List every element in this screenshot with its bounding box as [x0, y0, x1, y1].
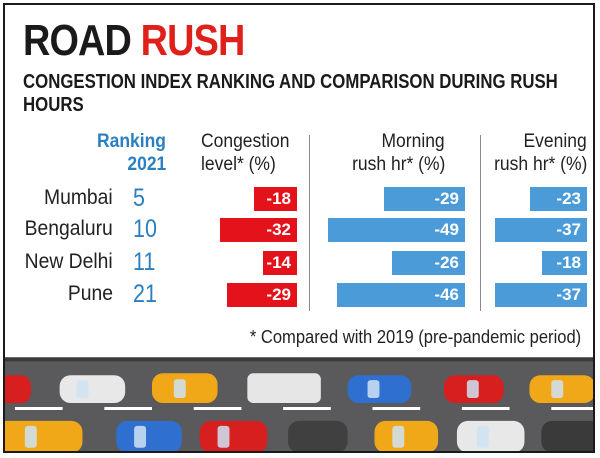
traffic-illustration	[5, 357, 593, 451]
evening-header-line2: rush hr* (%)	[493, 154, 587, 175]
van-white	[247, 373, 321, 404]
infographic-frame: ROAD RUSH CONGESTION INDEX RANKING AND C…	[3, 3, 595, 453]
footnote: * Compared with 2019 (pre-pandemic perio…	[249, 327, 581, 347]
city-label: Bengaluru	[24, 217, 113, 240]
ranking-header-line2: 2021	[127, 154, 166, 175]
congestion-bar: -32	[220, 218, 297, 242]
evening-bar: -37	[495, 283, 587, 307]
morning-header-line1: Morning	[381, 131, 445, 152]
evening-bar: -23	[529, 187, 587, 211]
congestion-bar: -14	[263, 251, 297, 275]
car-yellow	[374, 420, 439, 451]
congestion-header-line1: Congestion	[201, 131, 290, 152]
car-red	[5, 375, 31, 404]
ranking-value: 10	[133, 215, 157, 243]
road-edge	[5, 357, 593, 362]
morning-bar: -26	[392, 251, 465, 275]
evening-bar: -37	[495, 218, 587, 242]
car-white	[59, 375, 126, 404]
chart-title: ROAD RUSH	[23, 16, 246, 65]
car-blue	[116, 420, 182, 451]
congestion-header-line2: level* (%)	[201, 154, 276, 175]
morning-bar: -29	[384, 187, 465, 211]
column-divider	[480, 135, 481, 311]
morning-bar: -49	[328, 218, 465, 242]
ranking-value: 5	[133, 184, 145, 212]
morning-bar: -46	[336, 283, 465, 307]
ranking-header-line1: Ranking	[97, 131, 166, 152]
city-label: Mumbai	[44, 186, 113, 209]
cars-bottom-lane	[5, 420, 593, 451]
lane-markings	[14, 407, 593, 410]
city-label: New Delhi	[24, 250, 113, 273]
car-windows	[24, 379, 564, 448]
title-word-rush: RUSH	[140, 16, 246, 65]
car-white	[456, 420, 525, 451]
congestion-bar: -29	[227, 283, 297, 307]
city-label: Pune	[67, 282, 113, 305]
ranking-value: 11	[133, 248, 156, 276]
morning-header-line2: rush hr* (%)	[351, 154, 445, 175]
evening-bar: -18	[542, 251, 587, 275]
chart-subtitle: CONGESTION INDEX RANKING AND COMPARISON …	[23, 71, 558, 116]
column-divider	[309, 135, 310, 311]
title-word-road: ROAD	[23, 16, 132, 65]
car-red	[199, 420, 268, 451]
evening-header-line1: Evening	[523, 131, 587, 152]
car-black	[288, 420, 348, 451]
car-yellow	[5, 420, 83, 451]
congestion-bar: -18	[253, 187, 297, 211]
ranking-value: 21	[133, 280, 157, 308]
car-black	[541, 420, 593, 451]
